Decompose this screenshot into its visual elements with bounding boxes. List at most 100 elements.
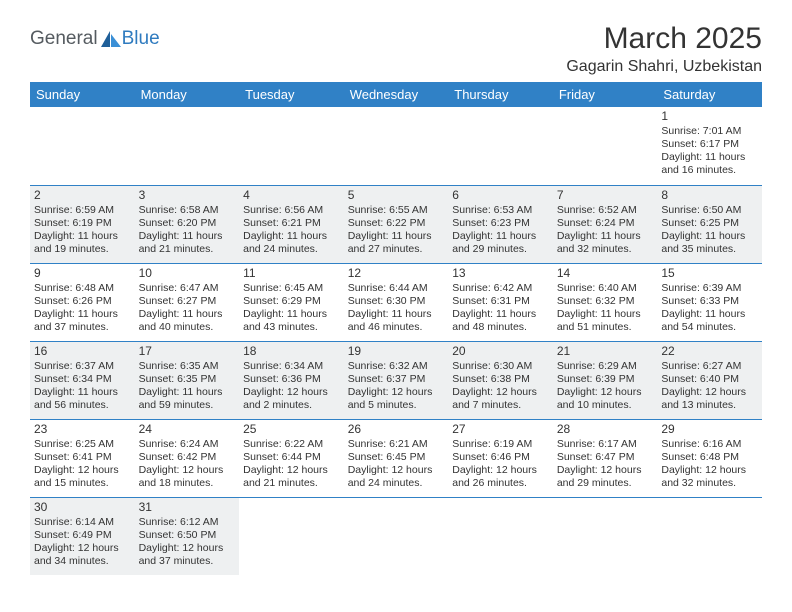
daylight-text: Daylight: 11 hours xyxy=(243,308,340,321)
day-number: 5 xyxy=(348,188,445,203)
sunrise-text: Sunrise: 6:58 AM xyxy=(139,204,236,217)
sunrise-text: Sunrise: 6:59 AM xyxy=(34,204,131,217)
empty-cell xyxy=(448,497,553,575)
day-number: 22 xyxy=(661,344,758,359)
day-number: 20 xyxy=(452,344,549,359)
day-number: 8 xyxy=(661,188,758,203)
sunrise-text: Sunrise: 6:19 AM xyxy=(452,438,549,451)
daylight-text: and 24 minutes. xyxy=(348,477,445,490)
sunset-text: Sunset: 6:34 PM xyxy=(34,373,131,386)
day-number: 26 xyxy=(348,422,445,437)
sunrise-text: Sunrise: 6:53 AM xyxy=(452,204,549,217)
daylight-text: and 29 minutes. xyxy=(452,243,549,256)
daylight-text: Daylight: 11 hours xyxy=(139,308,236,321)
day-cell: 31Sunrise: 6:12 AMSunset: 6:50 PMDayligh… xyxy=(135,497,240,575)
empty-cell xyxy=(239,107,344,185)
daylight-text: Daylight: 12 hours xyxy=(243,464,340,477)
brand-text-2: Blue xyxy=(122,28,160,50)
day-cell: 22Sunrise: 6:27 AMSunset: 6:40 PMDayligh… xyxy=(657,341,762,419)
empty-cell xyxy=(30,107,135,185)
day-number: 15 xyxy=(661,266,758,281)
day-cell: 15Sunrise: 6:39 AMSunset: 6:33 PMDayligh… xyxy=(657,263,762,341)
day-cell: 26Sunrise: 6:21 AMSunset: 6:45 PMDayligh… xyxy=(344,419,449,497)
day-number: 3 xyxy=(139,188,236,203)
empty-cell xyxy=(553,107,658,185)
day-number: 1 xyxy=(661,109,758,124)
day-number: 6 xyxy=(452,188,549,203)
sunrise-text: Sunrise: 7:01 AM xyxy=(661,125,758,138)
day-cell: 28Sunrise: 6:17 AMSunset: 6:47 PMDayligh… xyxy=(553,419,658,497)
daylight-text: and 59 minutes. xyxy=(139,399,236,412)
title-block: March 2025 Gagarin Shahri, Uzbekistan xyxy=(566,22,762,76)
day-header: Thursday xyxy=(448,82,553,107)
sunrise-text: Sunrise: 6:39 AM xyxy=(661,282,758,295)
sunrise-text: Sunrise: 6:32 AM xyxy=(348,360,445,373)
calendar-header: SundayMondayTuesdayWednesdayThursdayFrid… xyxy=(30,82,762,107)
day-cell: 11Sunrise: 6:45 AMSunset: 6:29 PMDayligh… xyxy=(239,263,344,341)
day-cell: 10Sunrise: 6:47 AMSunset: 6:27 PMDayligh… xyxy=(135,263,240,341)
daylight-text: and 10 minutes. xyxy=(557,399,654,412)
sunrise-text: Sunrise: 6:12 AM xyxy=(139,516,236,529)
sunset-text: Sunset: 6:42 PM xyxy=(139,451,236,464)
sunset-text: Sunset: 6:35 PM xyxy=(139,373,236,386)
daylight-text: Daylight: 11 hours xyxy=(661,308,758,321)
empty-cell xyxy=(553,497,658,575)
daylight-text: Daylight: 11 hours xyxy=(557,230,654,243)
day-number: 19 xyxy=(348,344,445,359)
daylight-text: and 37 minutes. xyxy=(139,555,236,568)
day-cell: 2Sunrise: 6:59 AMSunset: 6:19 PMDaylight… xyxy=(30,185,135,263)
brand-text-1: General xyxy=(30,28,98,50)
day-number: 9 xyxy=(34,266,131,281)
sunset-text: Sunset: 6:26 PM xyxy=(34,295,131,308)
day-cell: 20Sunrise: 6:30 AMSunset: 6:38 PMDayligh… xyxy=(448,341,553,419)
sunrise-text: Sunrise: 6:56 AM xyxy=(243,204,340,217)
daylight-text: Daylight: 12 hours xyxy=(34,542,131,555)
daylight-text: Daylight: 12 hours xyxy=(661,386,758,399)
sunset-text: Sunset: 6:33 PM xyxy=(661,295,758,308)
day-number: 27 xyxy=(452,422,549,437)
daylight-text: and 37 minutes. xyxy=(34,321,131,334)
daylight-text: Daylight: 11 hours xyxy=(661,151,758,164)
day-cell: 29Sunrise: 6:16 AMSunset: 6:48 PMDayligh… xyxy=(657,419,762,497)
calendar-table: SundayMondayTuesdayWednesdayThursdayFrid… xyxy=(30,82,762,575)
brand-logo: General Blue xyxy=(30,22,160,50)
sunrise-text: Sunrise: 6:14 AM xyxy=(34,516,131,529)
sunrise-text: Sunrise: 6:48 AM xyxy=(34,282,131,295)
day-cell: 3Sunrise: 6:58 AMSunset: 6:20 PMDaylight… xyxy=(135,185,240,263)
sunset-text: Sunset: 6:48 PM xyxy=(661,451,758,464)
daylight-text: Daylight: 12 hours xyxy=(661,464,758,477)
day-header: Monday xyxy=(135,82,240,107)
daylight-text: and 26 minutes. xyxy=(452,477,549,490)
header: General Blue March 2025 Gagarin Shahri, … xyxy=(30,22,762,76)
empty-cell xyxy=(344,107,449,185)
day-cell: 8Sunrise: 6:50 AMSunset: 6:25 PMDaylight… xyxy=(657,185,762,263)
sunset-text: Sunset: 6:46 PM xyxy=(452,451,549,464)
day-header: Friday xyxy=(553,82,658,107)
daylight-text: Daylight: 12 hours xyxy=(139,464,236,477)
daylight-text: and 27 minutes. xyxy=(348,243,445,256)
day-number: 29 xyxy=(661,422,758,437)
sunset-text: Sunset: 6:49 PM xyxy=(34,529,131,542)
sunset-text: Sunset: 6:25 PM xyxy=(661,217,758,230)
day-number: 16 xyxy=(34,344,131,359)
daylight-text: Daylight: 12 hours xyxy=(452,464,549,477)
sunrise-text: Sunrise: 6:22 AM xyxy=(243,438,340,451)
sunrise-text: Sunrise: 6:34 AM xyxy=(243,360,340,373)
day-number: 12 xyxy=(348,266,445,281)
daylight-text: and 19 minutes. xyxy=(34,243,131,256)
daylight-text: and 18 minutes. xyxy=(139,477,236,490)
sunrise-text: Sunrise: 6:29 AM xyxy=(557,360,654,373)
day-cell: 6Sunrise: 6:53 AMSunset: 6:23 PMDaylight… xyxy=(448,185,553,263)
day-number: 17 xyxy=(139,344,236,359)
daylight-text: Daylight: 12 hours xyxy=(348,464,445,477)
empty-cell xyxy=(239,497,344,575)
sunrise-text: Sunrise: 6:24 AM xyxy=(139,438,236,451)
daylight-text: and 32 minutes. xyxy=(557,243,654,256)
sunset-text: Sunset: 6:41 PM xyxy=(34,451,131,464)
daylight-text: Daylight: 11 hours xyxy=(243,230,340,243)
sunrise-text: Sunrise: 6:42 AM xyxy=(452,282,549,295)
day-header: Tuesday xyxy=(239,82,344,107)
daylight-text: Daylight: 11 hours xyxy=(34,308,131,321)
daylight-text: and 56 minutes. xyxy=(34,399,131,412)
sunset-text: Sunset: 6:29 PM xyxy=(243,295,340,308)
